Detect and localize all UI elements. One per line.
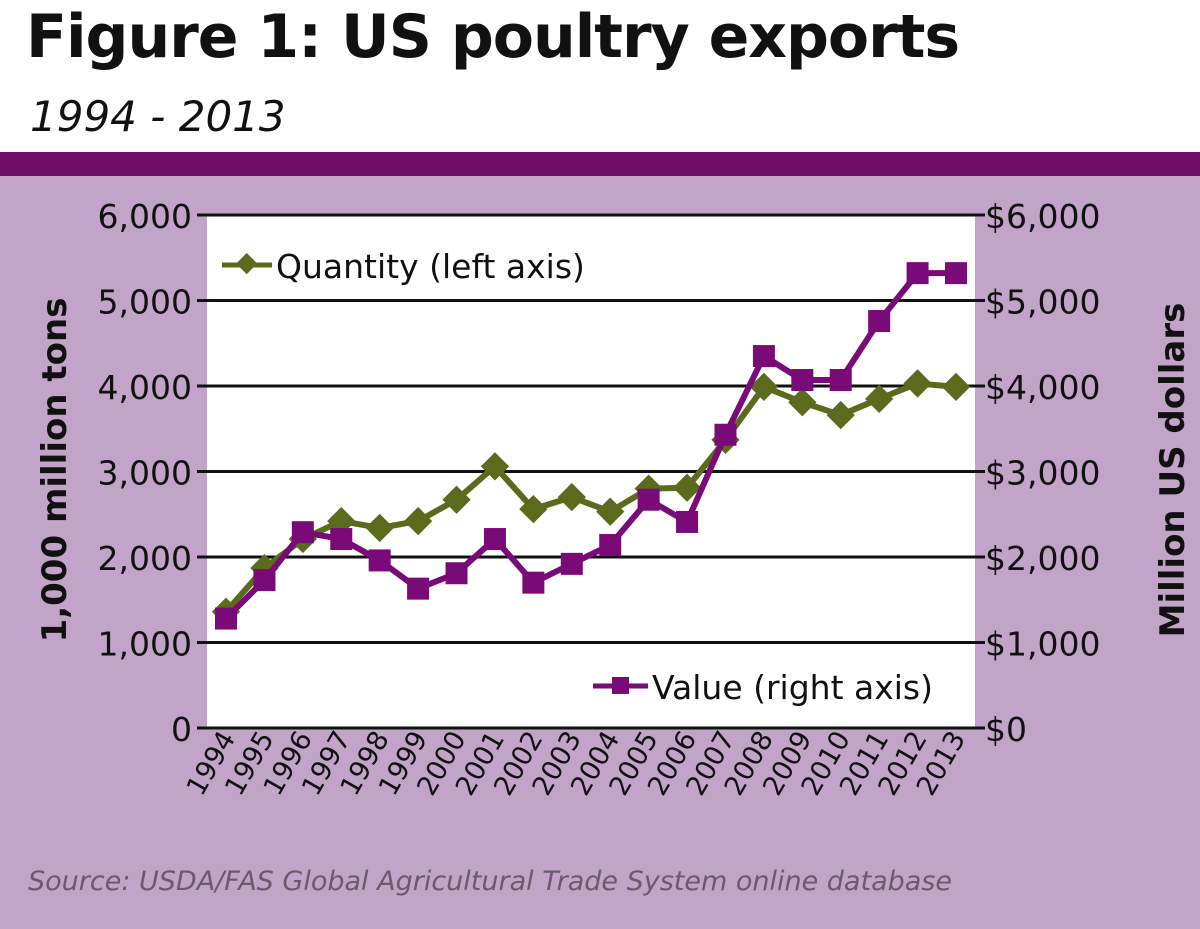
diamond-marker-icon xyxy=(672,473,702,502)
diamond-marker-icon xyxy=(480,452,510,481)
figure-title: Figure 1: US poultry exports xyxy=(26,2,960,72)
right-tick-label: $6,000 xyxy=(985,197,1100,236)
square-marker-icon xyxy=(829,369,852,392)
figure-subtitle: 1994 - 2013 xyxy=(30,92,286,141)
left-tick-label: 6,000 xyxy=(98,197,192,236)
square-marker-icon xyxy=(368,549,391,572)
square-marker-icon xyxy=(253,569,276,592)
diamond-marker-icon xyxy=(865,384,894,413)
right-tick-label: $4,000 xyxy=(985,368,1100,407)
right-axis-ticks: $0 $1,000 $2,000 $3,000 $4,000 $5,000 $6,000 xyxy=(985,197,1100,749)
header-divider-band xyxy=(0,152,1200,176)
right-tick-label: $5,000 xyxy=(985,283,1100,322)
square-marker-icon xyxy=(906,262,929,285)
left-tick-label: 4,000 xyxy=(98,368,192,407)
diamond-marker-icon xyxy=(788,388,817,417)
legend-value-label: Value (right axis) xyxy=(652,668,933,707)
value-series xyxy=(215,262,967,630)
diamond-marker-icon xyxy=(557,483,586,512)
square-marker-icon xyxy=(407,577,430,600)
right-tick-label: $3,000 xyxy=(985,454,1100,493)
left-tick-label: 3,000 xyxy=(98,454,192,493)
square-marker-icon xyxy=(560,552,583,575)
left-axis-ticks: 0 1,000 2,000 3,000 4,000 5,000 6,000 xyxy=(98,197,192,749)
square-marker-icon xyxy=(215,607,237,630)
diamond-marker-icon xyxy=(403,506,433,536)
x-axis-ticks: 1994199519961997199819992000200120022003… xyxy=(181,726,972,801)
diamond-marker-icon xyxy=(365,513,394,543)
square-marker-icon xyxy=(676,510,699,533)
diamond-marker-icon xyxy=(519,494,548,524)
square-marker-icon xyxy=(291,521,314,544)
diamond-marker-icon xyxy=(749,372,779,401)
diamond-marker-icon xyxy=(826,400,855,430)
square-marker-icon xyxy=(752,345,775,368)
square-marker-icon xyxy=(599,534,622,557)
square-marker-icon xyxy=(445,562,468,585)
gridlines xyxy=(197,213,985,730)
square-marker-icon xyxy=(868,310,891,333)
left-tick-label: 0 xyxy=(171,710,192,749)
left-tick-label: 5,000 xyxy=(98,283,192,322)
right-tick-label: $1,000 xyxy=(985,625,1100,664)
right-tick-label: $0 xyxy=(985,710,1027,749)
square-marker-icon xyxy=(522,571,545,594)
left-tick-label: 1,000 xyxy=(98,625,192,664)
diamond-marker-icon xyxy=(596,497,625,526)
diamond-marker-icon xyxy=(903,369,932,398)
square-marker-icon xyxy=(945,262,967,285)
square-marker-icon xyxy=(483,528,506,551)
legend-value: Value (right axis) xyxy=(593,668,933,707)
left-tick-label: 2,000 xyxy=(98,539,192,578)
right-tick-label: $2,000 xyxy=(985,539,1100,578)
diamond-marker-icon xyxy=(442,485,471,514)
square-marker-icon xyxy=(330,528,353,551)
legend-quantity-label: Quantity (left axis) xyxy=(276,247,585,286)
diamond-marker-icon xyxy=(941,372,971,401)
square-marker-icon xyxy=(714,423,737,446)
left-axis-title: 1,000 million tons xyxy=(35,298,75,643)
figure-header: Figure 1: US poultry exports 1994 - 2013 xyxy=(0,0,1200,152)
square-marker-icon xyxy=(612,677,629,694)
right-axis-title: Million US dollars xyxy=(1153,303,1193,638)
square-marker-icon xyxy=(791,369,814,392)
source-note: Source: USDA/FAS Global Agricultural Tra… xyxy=(28,866,952,897)
legend-quantity: Quantity (left axis) xyxy=(222,247,585,286)
square-marker-icon xyxy=(637,488,660,511)
